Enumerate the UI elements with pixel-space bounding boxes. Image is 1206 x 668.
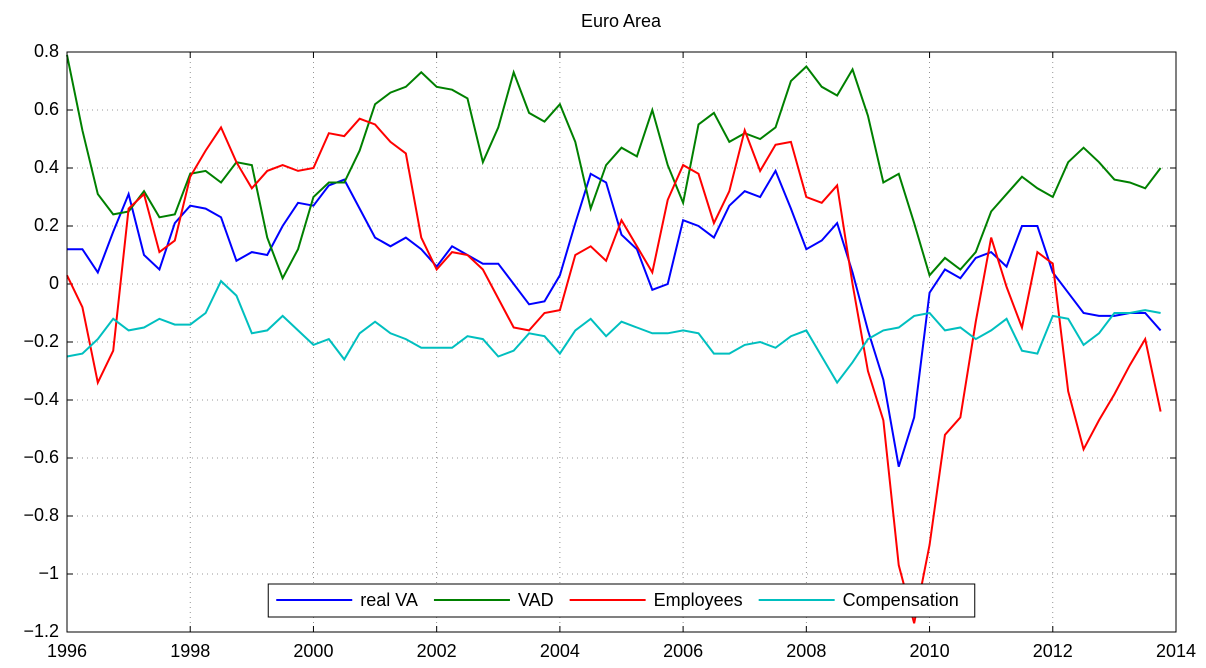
x-tick-label: 2006 — [663, 641, 703, 661]
series-line — [67, 168, 1162, 467]
series-line — [66, 279, 1161, 385]
y-tick-label: 0 — [49, 273, 59, 293]
x-tick-label: 2002 — [417, 641, 457, 661]
x-tick-label: 2010 — [910, 641, 950, 661]
legend-label: VAD — [518, 590, 554, 610]
x-tick-label: 2012 — [1033, 641, 1073, 661]
y-tick-label: −0.4 — [23, 389, 59, 409]
y-tick-label: 0.2 — [34, 215, 59, 235]
plot-frame — [66, 51, 1177, 633]
series-line — [66, 117, 1162, 624]
x-tick-label: 1998 — [170, 641, 210, 661]
x-tick-label: 1996 — [47, 641, 87, 661]
y-tick-label: −1 — [38, 563, 59, 583]
y-tick-label: 0.6 — [34, 99, 59, 119]
y-tick-label: 0.4 — [34, 157, 59, 177]
x-tick-label: 2000 — [293, 641, 333, 661]
y-tick-label: −0.8 — [23, 505, 59, 525]
x-tick-label: 2004 — [540, 641, 580, 661]
legend: real VA VAD Employees Compensation — [267, 583, 976, 618]
y-tick-label: −0.2 — [23, 331, 59, 351]
x-tick-label: 2014 — [1156, 641, 1196, 661]
legend-label: Compensation — [843, 590, 959, 610]
y-tick-label: −0.6 — [23, 447, 59, 467]
y-tick-label: −1.2 — [23, 621, 59, 641]
chart-title: Euro Area — [581, 11, 662, 31]
y-tick-label: 0.8 — [34, 41, 59, 61]
x-tick-label: 2008 — [786, 641, 826, 661]
legend-label: real VA — [360, 590, 418, 610]
legend-label: Employees — [654, 590, 743, 610]
series-line — [66, 54, 1162, 281]
